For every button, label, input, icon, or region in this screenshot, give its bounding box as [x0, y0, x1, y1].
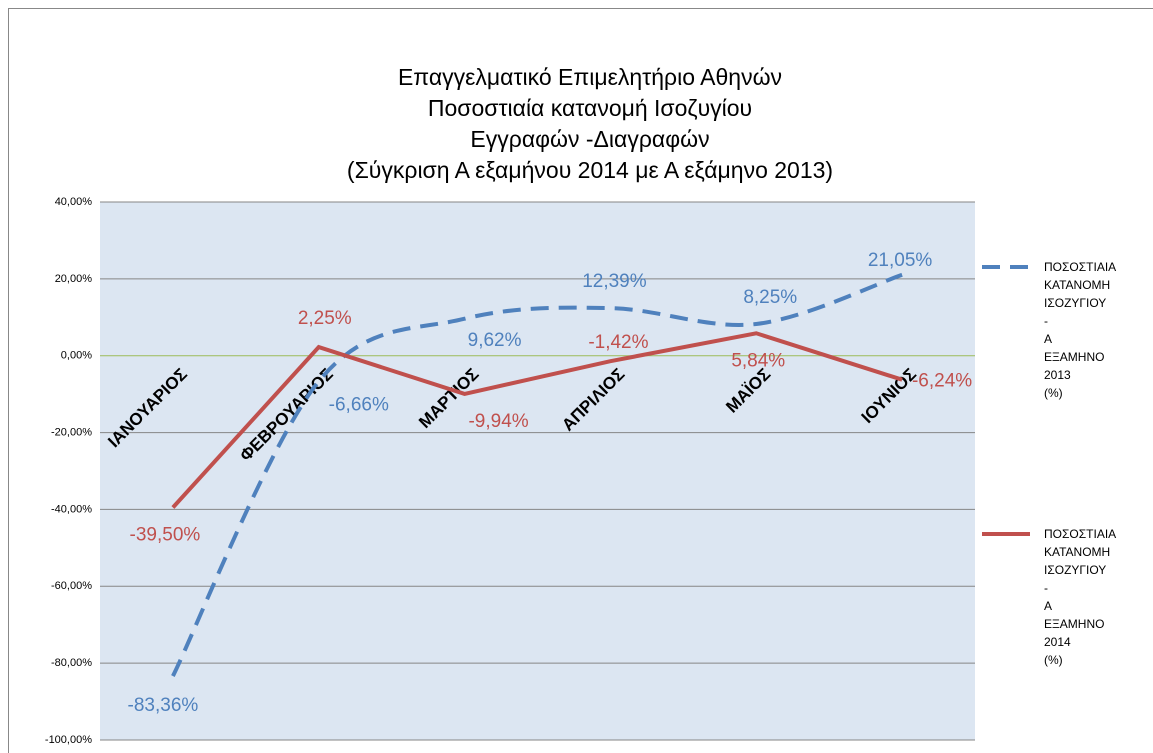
y-tick-label: -20,00%	[51, 426, 92, 438]
data-label: -39,50%	[130, 525, 201, 546]
data-label: -6,24%	[912, 371, 972, 392]
data-label: 21,05%	[868, 250, 933, 271]
y-tick-label: -100,00%	[45, 734, 92, 746]
data-label: -9,94%	[468, 411, 528, 432]
plot-area	[100, 202, 975, 740]
data-label: -6,66%	[329, 394, 389, 415]
legend-label: ΠΟΣΟΣΤΙΑΙΑ ΚΑΤΑΝΟΜΗ ΙΣΟΖΥΓΙΟΥ - Α ΕΞΑΜΗΝ…	[1044, 527, 1116, 667]
y-tick-label: 0,00%	[61, 350, 92, 362]
y-tick-label: 20,00%	[55, 273, 93, 285]
y-tick-label: -80,00%	[51, 657, 92, 669]
chart-title: Επαγγελματικό Επιμελητήριο Αθηνών Ποσοστ…	[346, 64, 834, 183]
data-label: -83,36%	[128, 695, 199, 716]
data-label: 12,39%	[582, 271, 647, 292]
y-tick-label: -40,00%	[51, 503, 92, 515]
data-label: 8,25%	[743, 287, 797, 308]
legend-label: ΠΟΣΟΣΤΙΑΙΑ ΚΑΤΑΝΟΜΗ ΙΣΟΖΥΓΙΟΥ - Α ΕΞΑΜΗΝ…	[1044, 260, 1116, 400]
series-line	[171, 331, 903, 509]
data-label: 5,84%	[731, 350, 785, 371]
data-label: -1,42%	[588, 332, 648, 353]
y-tick-label: 40,00%	[55, 196, 93, 208]
data-label: 2,25%	[298, 308, 352, 329]
y-tick-label: -60,00%	[51, 580, 92, 592]
series-line	[171, 272, 903, 677]
data-label: 9,62%	[468, 330, 522, 351]
